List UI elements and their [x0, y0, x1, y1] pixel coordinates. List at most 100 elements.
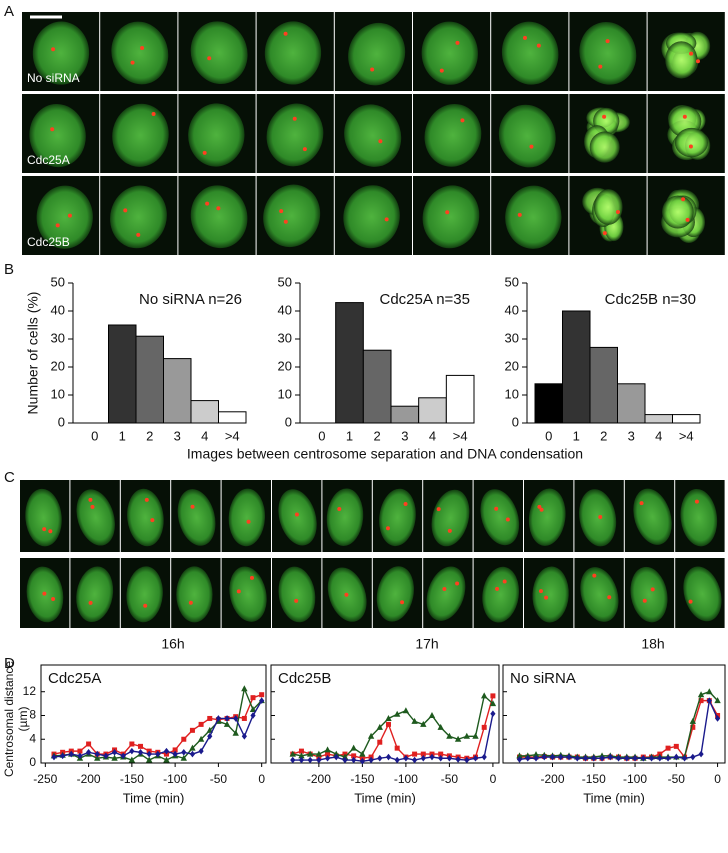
marker: [111, 749, 118, 756]
y-tick-label: 4: [29, 731, 36, 745]
bar: [218, 411, 247, 424]
chromatin: [665, 41, 698, 79]
marker: [599, 754, 605, 762]
x-tick-label: -100: [623, 772, 647, 786]
centrosome: [188, 600, 193, 605]
centrosome: [302, 147, 307, 152]
bar: [163, 358, 192, 424]
nucleus: [480, 489, 520, 546]
nucleus: [266, 103, 324, 167]
marker: [689, 717, 697, 724]
y-axis-label: Centrosomal distance: [2, 661, 16, 777]
centrosome: [502, 579, 507, 584]
centrosome: [48, 529, 53, 534]
marker: [250, 695, 256, 701]
chromatin: [662, 195, 694, 229]
centrosome: [283, 31, 288, 36]
marker: [472, 754, 479, 762]
marker: [697, 691, 705, 698]
marker: [342, 756, 348, 764]
marker: [77, 748, 83, 754]
nucleus: [36, 185, 93, 249]
marker: [180, 754, 187, 761]
chart-title: Cdc25B n=30: [605, 291, 696, 308]
centrosome: [694, 499, 699, 504]
marker: [368, 756, 374, 764]
bar: [135, 335, 164, 424]
centrosome: [695, 59, 700, 64]
nucleus: [579, 22, 637, 85]
marker: [673, 743, 679, 749]
y-tick-label: 10: [505, 386, 519, 401]
marker: [298, 756, 305, 764]
marker: [706, 688, 713, 695]
marker: [525, 754, 531, 762]
centrosome: [455, 581, 460, 586]
centrosome: [384, 217, 389, 222]
y-tick-label: 40: [505, 302, 519, 317]
x-axis-label: Time (min): [583, 790, 645, 805]
nucleus: [190, 21, 248, 84]
centrosome: [90, 504, 95, 509]
nucleus: [431, 489, 470, 547]
centrosome: [283, 219, 288, 224]
centrosome: [123, 208, 128, 213]
nucleus: [532, 566, 569, 623]
centrosome: [685, 217, 690, 222]
marker: [393, 710, 401, 717]
nucleus: [25, 488, 62, 547]
x-tick-label: 0: [91, 428, 98, 443]
marker: [224, 715, 230, 722]
nucleus: [528, 488, 566, 546]
marker: [681, 754, 688, 762]
y-tick-label: 20: [278, 358, 292, 373]
row-label: No siRNA: [27, 71, 80, 85]
marker: [94, 754, 101, 761]
marker: [582, 754, 589, 762]
marker: [198, 721, 204, 727]
centrosome: [51, 597, 56, 602]
marker: [307, 756, 313, 764]
x-tick-label: 4: [655, 428, 662, 443]
x-tick-label: >4: [453, 428, 468, 443]
centrosome: [42, 591, 47, 596]
marker: [351, 753, 357, 759]
centrosome: [688, 144, 693, 149]
centrosome: [143, 603, 148, 608]
marker: [333, 750, 340, 757]
centrosome: [337, 506, 342, 511]
marker: [420, 754, 426, 762]
x-tick-label: 3: [628, 428, 635, 443]
x-tick-label: 0: [714, 772, 721, 786]
marker: [428, 711, 436, 718]
nucleus: [111, 21, 169, 85]
marker: [129, 741, 135, 747]
marker: [155, 750, 161, 758]
centrosome: [529, 144, 534, 149]
nucleus: [326, 488, 364, 546]
centrosome: [544, 595, 549, 600]
marker: [385, 714, 392, 721]
bar: [672, 414, 701, 424]
bar: [362, 349, 392, 424]
chart-title: No siRNA n=26: [139, 291, 242, 308]
nucleus: [501, 21, 559, 85]
centrosome: [151, 112, 156, 117]
marker: [420, 751, 426, 757]
marker: [85, 749, 92, 756]
x-tick-label: >4: [225, 428, 240, 443]
centrosome: [517, 212, 522, 217]
nucleus: [505, 185, 562, 249]
marker: [481, 692, 488, 699]
marker: [549, 753, 556, 761]
x-tick-label: -50: [668, 772, 686, 786]
marker: [665, 754, 671, 762]
centrosome: [202, 150, 207, 155]
nucleus: [426, 566, 466, 621]
time-label: 17h: [415, 636, 438, 652]
x-tick-label: >4: [679, 428, 694, 443]
centrosome: [442, 587, 447, 592]
marker: [51, 753, 57, 761]
y-tick-label: 50: [505, 274, 519, 289]
marker: [197, 735, 205, 742]
